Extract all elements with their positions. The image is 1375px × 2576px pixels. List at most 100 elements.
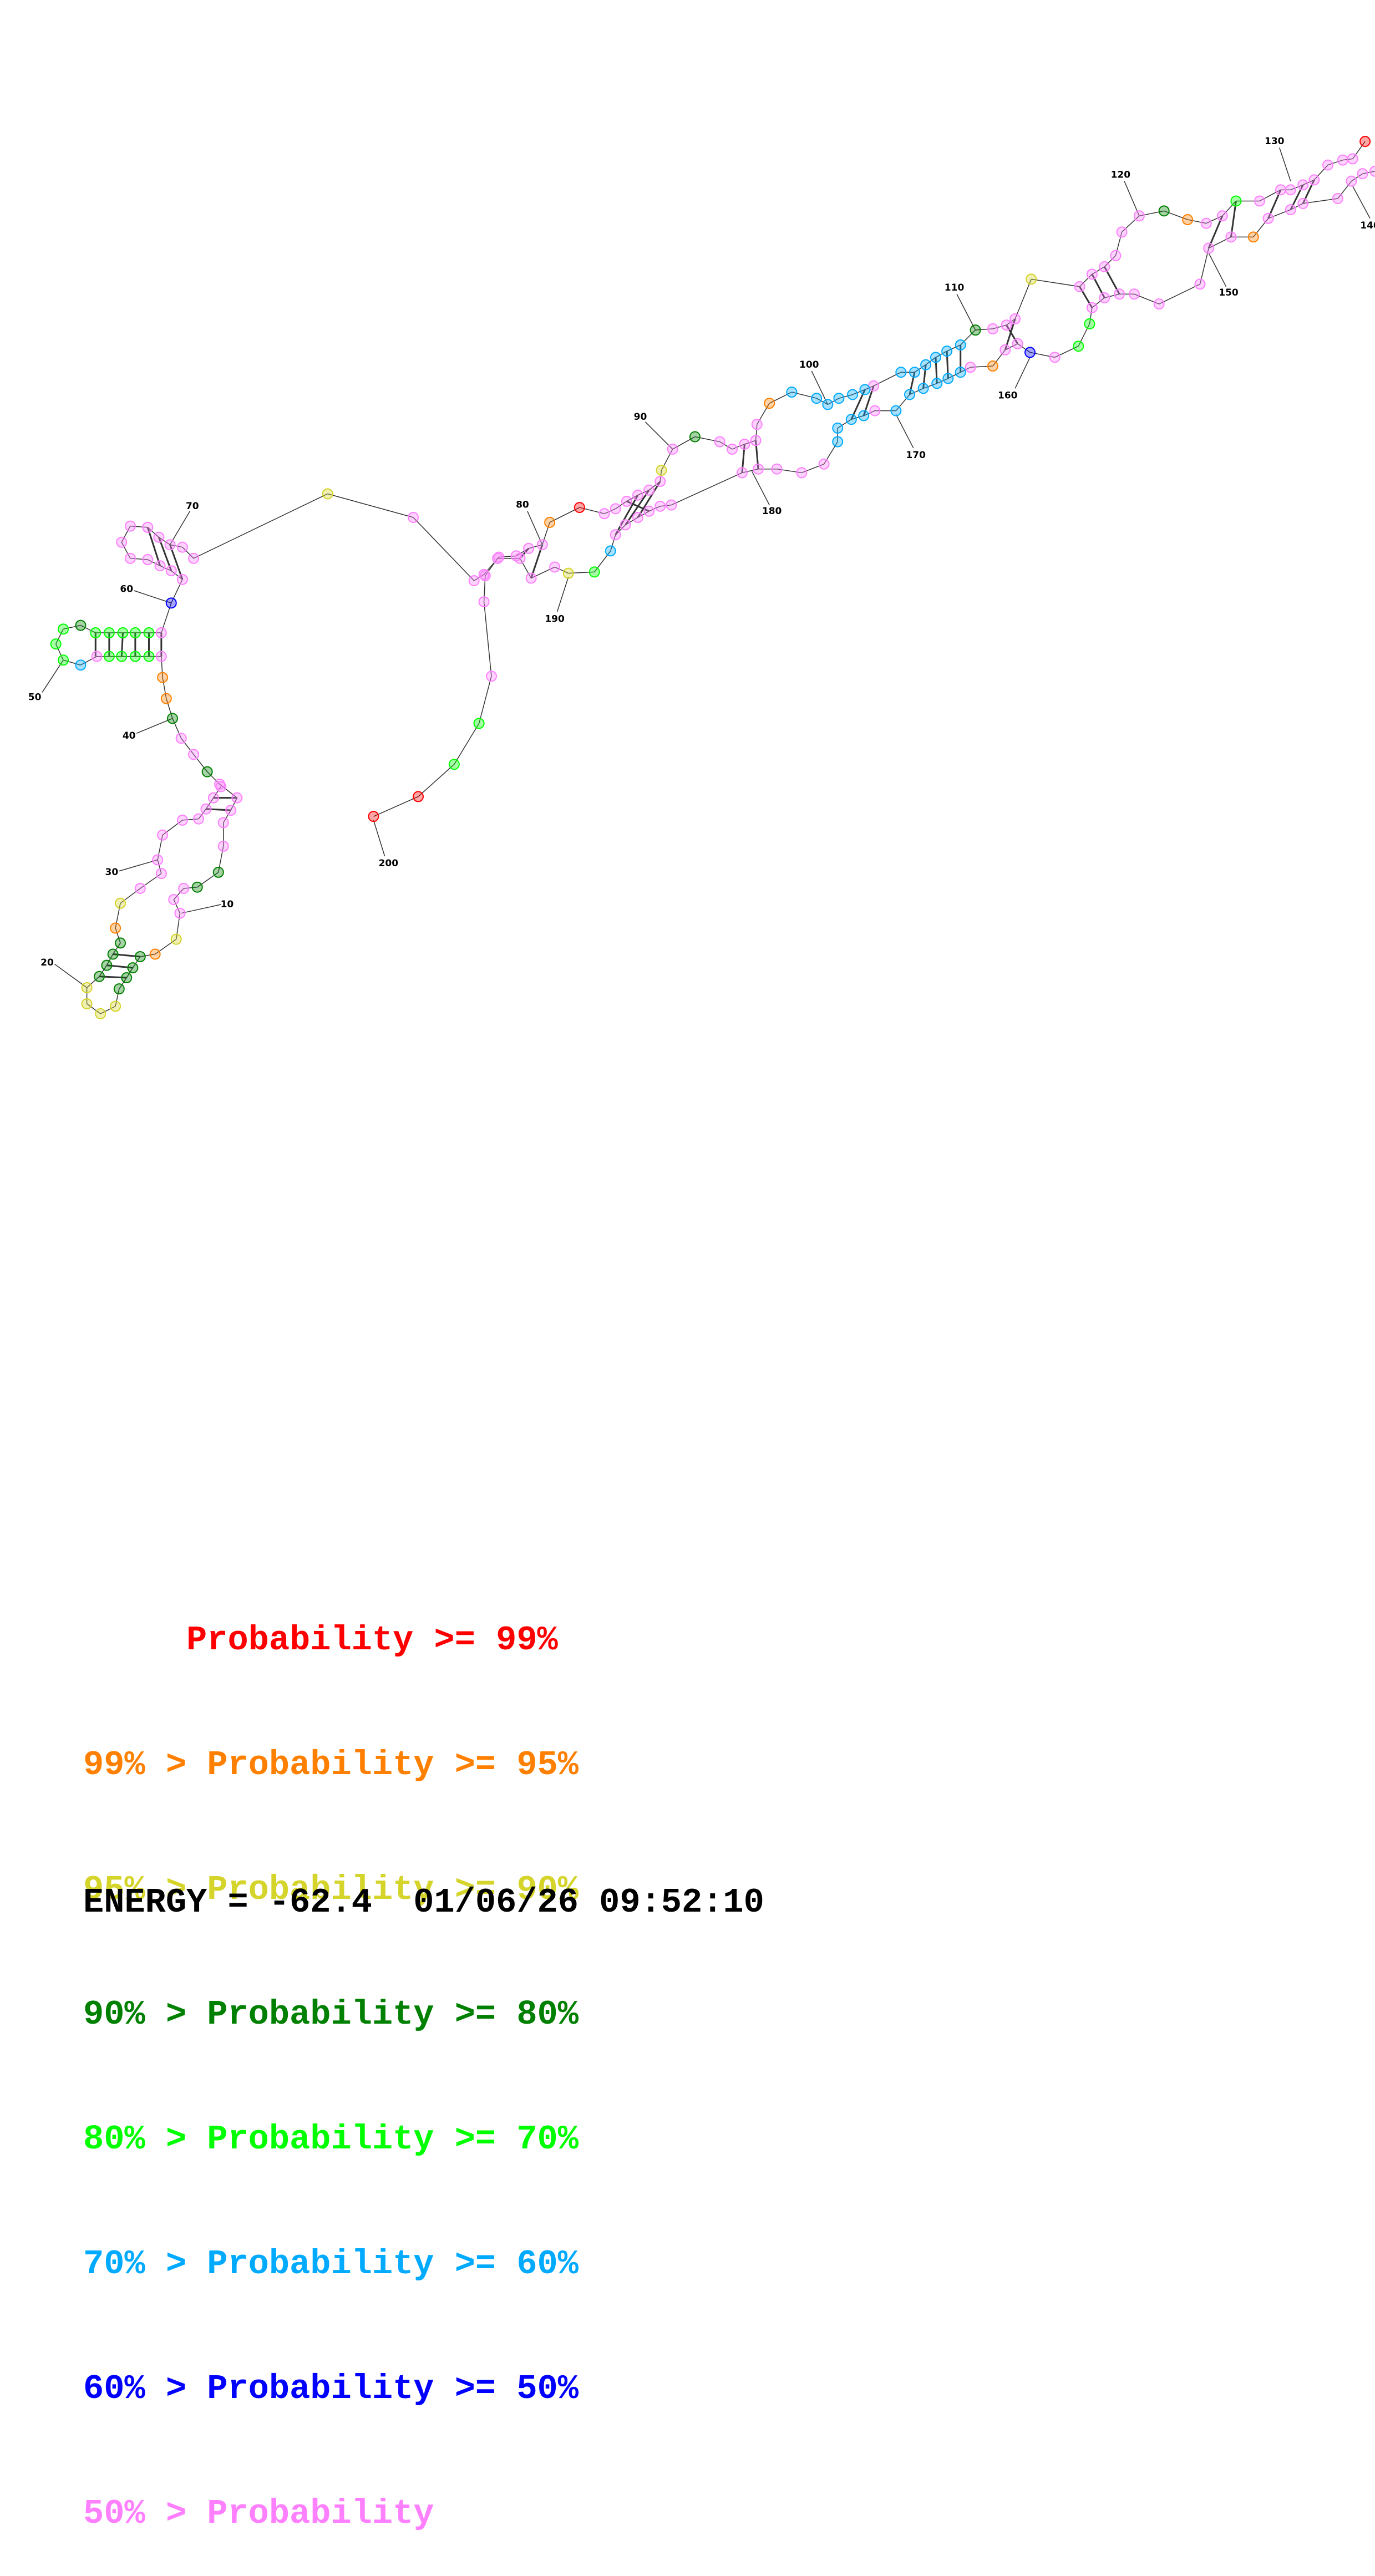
position-label: 200: [379, 858, 399, 869]
nucleotide: [667, 443, 678, 455]
nucleotide: [58, 623, 69, 635]
position-label: 190: [545, 613, 565, 624]
position-label: 90: [634, 411, 647, 423]
nucleotide: [1275, 184, 1286, 196]
nucleotide: [736, 467, 748, 479]
nucleotide: [103, 627, 115, 639]
nucleotide: [142, 521, 154, 533]
legend-line-low: 50% > Probability: [83, 2494, 434, 2533]
nucleotide: [1285, 204, 1296, 216]
nucleotide: [124, 552, 136, 564]
nucleotide: [750, 435, 762, 446]
position-label: 160: [998, 390, 1018, 402]
position-label: 130: [1265, 136, 1285, 147]
nucleotide: [965, 362, 976, 373]
nucleotides: [50, 136, 1375, 1019]
nucleotide: [890, 405, 902, 416]
nucleotide: [217, 817, 229, 829]
nucleotide: [143, 627, 155, 639]
nucleotide: [110, 1000, 121, 1012]
position-label: 30: [105, 867, 119, 878]
nucleotide: [448, 759, 460, 770]
nucleotide: [845, 414, 857, 425]
legend-line-p60: 70% > Probability >= 60%: [83, 2244, 579, 2284]
nucleotide: [170, 933, 182, 945]
nucleotide: [1133, 210, 1145, 222]
nucleotide: [154, 560, 166, 572]
nucleotide: [231, 792, 243, 804]
nucleotide: [654, 500, 666, 512]
nucleotide: [468, 575, 480, 587]
nucleotide: [1200, 217, 1212, 229]
nucleotide: [1099, 261, 1110, 273]
nucleotide: [157, 672, 169, 683]
legend-line-p95: 99% > Probability >= 95%: [83, 1745, 579, 1785]
nucleotide: [168, 894, 180, 906]
nucleotide: [115, 937, 126, 949]
nucleotide: [408, 511, 419, 523]
nucleotide: [621, 495, 632, 507]
nucleotide: [201, 766, 213, 778]
nucleotide: [91, 651, 103, 662]
nucleotide: [176, 814, 188, 826]
nucleotide: [1357, 168, 1368, 180]
nucleotide: [166, 713, 178, 724]
nucleotide: [107, 948, 119, 960]
nucleotide: [999, 344, 1011, 355]
nucleotide: [1086, 268, 1098, 280]
nucleotide: [124, 520, 136, 532]
nucleotide: [149, 948, 161, 960]
nucleotide: [1308, 174, 1320, 186]
nucleotide: [1347, 153, 1358, 165]
nucleotide: [207, 792, 219, 804]
position-label: 50: [28, 692, 42, 703]
probability-legend: Probability >= 99% 99% > Probability >= …: [83, 1536, 579, 2576]
nucleotide: [909, 367, 920, 378]
nucleotide: [1073, 341, 1084, 352]
nucleotide: [1194, 278, 1206, 290]
nucleotide: [129, 627, 141, 639]
nucleotide: [1009, 313, 1021, 325]
nucleotide: [1332, 192, 1343, 204]
nucleotide: [751, 419, 763, 430]
nucleotide: [920, 359, 932, 370]
nucleotide: [610, 529, 621, 541]
legend-line-p90: 95% > Probability >= 90%: [83, 1870, 579, 1909]
nucleotide: [478, 596, 490, 608]
nucleotide: [1110, 250, 1122, 261]
nucleotide: [1216, 210, 1228, 222]
nucleotide: [574, 502, 585, 514]
nucleotide: [1247, 231, 1259, 243]
nucleotide: [1099, 292, 1110, 303]
nucleotide: [117, 627, 129, 639]
nucleotide: [1337, 154, 1348, 166]
position-label: 80: [516, 500, 529, 511]
position-label: 120: [1111, 169, 1131, 180]
position-label: 60: [120, 584, 133, 595]
nucleotide: [987, 323, 998, 334]
nucleotide: [858, 410, 870, 421]
nucleotide: [562, 567, 574, 579]
nucleotide: [1024, 347, 1036, 358]
position-label: 70: [186, 501, 199, 512]
nucleotide: [510, 550, 522, 562]
nucleotide: [771, 463, 783, 475]
nucleotide: [764, 398, 775, 409]
nucleotide: [714, 436, 725, 448]
nucleotide: [832, 436, 844, 448]
base-pairs: [94, 179, 1315, 979]
nucleotide: [605, 545, 616, 557]
nucleotide: [1225, 231, 1237, 243]
nucleotide: [904, 389, 915, 400]
legend-line-p50: 60% > Probability >= 50%: [83, 2369, 579, 2409]
nucleotide: [930, 352, 941, 363]
position-label: 170: [906, 450, 926, 461]
legend-line-p70: 80% > Probability >= 70%: [83, 2120, 579, 2159]
nucleotide: [176, 573, 188, 585]
nucleotide: [796, 467, 808, 479]
nucleotide: [822, 399, 834, 410]
legend-line-p80: 90% > Probability >= 80%: [83, 1995, 579, 2034]
nucleotide: [1084, 318, 1095, 329]
nucleotide: [473, 718, 485, 729]
nucleotide: [157, 829, 169, 841]
